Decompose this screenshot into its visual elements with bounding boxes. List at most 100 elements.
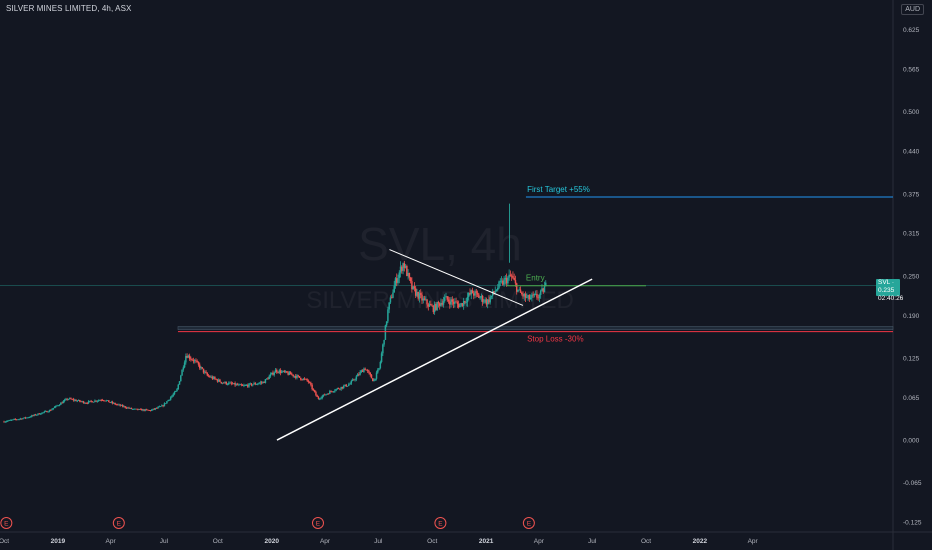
candle-body xyxy=(38,413,41,415)
candle-body xyxy=(326,393,329,395)
candle-body xyxy=(531,294,533,298)
candle-body xyxy=(353,379,355,381)
overlays-layer: Entry First Target +55% Stop Loss -30% xyxy=(177,185,893,441)
candle-body xyxy=(413,286,416,289)
time-axis-label: Oct xyxy=(0,538,9,545)
candle-body xyxy=(528,295,531,300)
candle-body xyxy=(68,398,71,400)
candle-body xyxy=(412,286,414,290)
candle-body xyxy=(372,378,374,382)
candle-body xyxy=(532,294,534,296)
candle-body xyxy=(121,405,124,407)
candle-body xyxy=(363,368,365,372)
time-axis-label: 2019 xyxy=(51,538,66,545)
candle-body xyxy=(8,420,10,421)
candle-body xyxy=(288,372,291,375)
candle-body xyxy=(324,394,326,396)
candle-body xyxy=(310,382,312,385)
candle-body xyxy=(394,278,397,286)
currency-badge[interactable]: AUD xyxy=(901,4,924,15)
candle-body xyxy=(270,372,273,375)
candle-body xyxy=(378,368,380,370)
candle-body xyxy=(417,292,419,299)
time-axis-label: 2020 xyxy=(264,538,279,545)
candle-body xyxy=(81,401,84,403)
candle-body xyxy=(408,273,411,278)
candle-body xyxy=(215,378,217,380)
candle-body xyxy=(510,275,513,277)
price-axis-label: 0.500 xyxy=(903,109,920,116)
candle-body xyxy=(409,277,412,282)
candle-body xyxy=(17,419,19,421)
candle-body xyxy=(115,404,118,406)
candle-body xyxy=(545,282,547,287)
candle-body xyxy=(397,277,399,283)
candle-body xyxy=(300,377,302,380)
candle-body xyxy=(233,382,235,385)
candle-body xyxy=(123,406,125,408)
price-axis-label: 0.190 xyxy=(903,313,920,320)
candle-body xyxy=(470,290,473,295)
candle-body xyxy=(514,280,517,284)
candle-body xyxy=(497,287,499,291)
price-axis-label: 0.440 xyxy=(903,149,920,156)
candle-body xyxy=(480,296,483,298)
candle-body xyxy=(41,412,43,414)
candle-body xyxy=(294,375,297,378)
candle-body xyxy=(235,384,238,386)
candle-body xyxy=(505,278,508,284)
candle-body xyxy=(97,400,100,402)
candle-body xyxy=(58,404,61,406)
candle-body xyxy=(262,381,264,383)
candle-body xyxy=(226,384,229,386)
candle-body xyxy=(25,417,28,419)
candle-body xyxy=(101,400,104,401)
candle-body xyxy=(301,379,303,381)
candle-body xyxy=(384,325,387,340)
candle-body xyxy=(486,299,489,305)
candle-body xyxy=(273,372,275,375)
candle-body xyxy=(192,360,195,362)
candle-body xyxy=(365,369,368,371)
candle-body xyxy=(190,358,192,360)
candle-body xyxy=(80,401,82,403)
candle-body xyxy=(336,388,339,390)
candle-body xyxy=(60,402,62,405)
candle-body xyxy=(279,370,282,373)
candle-body xyxy=(340,386,342,390)
candle-body xyxy=(157,406,159,409)
candle-body xyxy=(61,402,63,404)
candle-body xyxy=(359,371,361,375)
symbol-title[interactable]: SILVER MINES LIMITED, 4h, ASX xyxy=(6,4,132,13)
candle-body xyxy=(307,380,310,382)
candle-body xyxy=(230,382,233,384)
candle-body xyxy=(445,296,447,298)
candle-body xyxy=(383,339,385,345)
candle-body xyxy=(330,391,332,392)
candle-body xyxy=(321,396,323,399)
price-axis[interactable]: 0.625 0.565 0.500 0.440 0.375 0.315 0.250 0.190… xyxy=(903,27,922,527)
candle-body xyxy=(217,379,220,382)
candle-body xyxy=(331,391,334,393)
candle-body xyxy=(374,378,377,380)
candle-body xyxy=(315,391,317,396)
candle-body xyxy=(195,360,197,362)
candle-body xyxy=(20,418,23,420)
candle-body xyxy=(129,407,132,409)
candle-body xyxy=(211,376,214,379)
price-axis-label: 0.065 xyxy=(903,395,920,402)
candle-body xyxy=(488,299,490,303)
candle-body xyxy=(19,418,22,420)
candle-body xyxy=(489,297,491,303)
candle-body xyxy=(130,407,133,410)
candle-body xyxy=(316,395,318,397)
candle-body xyxy=(414,288,417,296)
candle-body xyxy=(224,381,226,383)
candle-body xyxy=(452,301,455,304)
candle-body xyxy=(387,309,389,322)
price-axis-label: 0.125 xyxy=(903,355,920,362)
time-axis[interactable]: Oct 2019 Apr Jul Oct 2020 Apr Jul Oct 2021 Apr Jul O… xyxy=(0,538,759,545)
candle-body xyxy=(128,407,130,409)
candle-body xyxy=(14,419,17,420)
